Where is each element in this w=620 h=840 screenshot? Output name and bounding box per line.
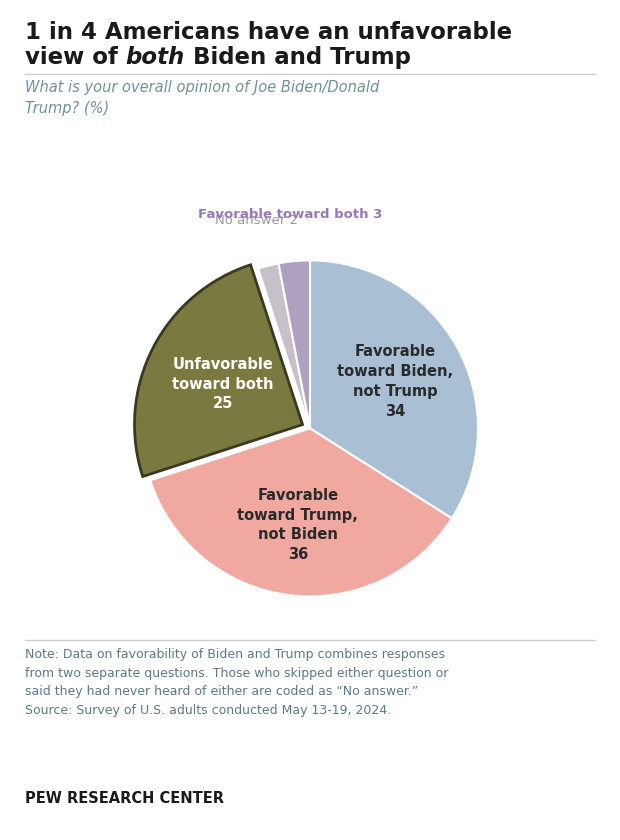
Wedge shape xyxy=(258,264,310,428)
Text: Favorable
toward Trump,
not Biden
36: Favorable toward Trump, not Biden 36 xyxy=(237,488,358,562)
Wedge shape xyxy=(150,428,452,596)
Text: view of: view of xyxy=(25,46,126,69)
Text: both: both xyxy=(126,46,185,69)
Wedge shape xyxy=(278,260,310,428)
Wedge shape xyxy=(310,260,478,518)
Text: PEW RESEARCH CENTER: PEW RESEARCH CENTER xyxy=(25,791,224,806)
Text: What is your overall opinion of Joe Biden/Donald
Trump? (%): What is your overall opinion of Joe Bide… xyxy=(25,80,379,116)
Text: Favorable toward both 3: Favorable toward both 3 xyxy=(198,207,382,221)
Text: Note: Data on favorability of Biden and Trump combines responses
from two separa: Note: Data on favorability of Biden and … xyxy=(25,648,448,717)
Wedge shape xyxy=(135,265,303,476)
Text: Biden and Trump: Biden and Trump xyxy=(185,46,411,69)
Text: No answer 2: No answer 2 xyxy=(215,213,298,227)
Text: Unfavorable
toward both
25: Unfavorable toward both 25 xyxy=(172,357,274,412)
Text: 1 in 4 Americans have an unfavorable: 1 in 4 Americans have an unfavorable xyxy=(25,21,512,44)
Text: Favorable
toward Biden,
not Trump
34: Favorable toward Biden, not Trump 34 xyxy=(337,344,453,418)
